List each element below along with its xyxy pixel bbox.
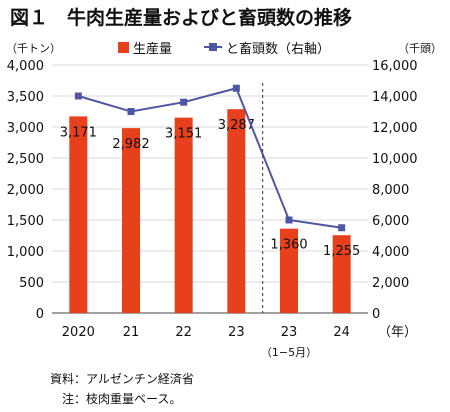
right-tick-label: 14,000 bbox=[372, 90, 418, 105]
left-tick-label: 3,500 bbox=[7, 90, 44, 105]
right-tick-label: 16,000 bbox=[372, 59, 418, 74]
left-tick-label: 3,000 bbox=[7, 121, 44, 136]
production-data-label: 2,982 bbox=[112, 137, 149, 152]
right-axis-ticks: 0 2,000 4,000 6,000 8,000 10,000 12,000 14,000 1… bbox=[372, 59, 418, 322]
x-tick-label: 2020 bbox=[62, 325, 95, 340]
production-data-label: 1,255 bbox=[323, 244, 360, 259]
production-data-label: 1,360 bbox=[270, 238, 307, 253]
slaughter-point bbox=[74, 92, 82, 100]
left-tick-label: 1,500 bbox=[7, 214, 44, 229]
legend-production-label: 生産量 bbox=[133, 41, 172, 57]
right-tick-label: 12,000 bbox=[372, 121, 418, 136]
production-data-label: 3,151 bbox=[165, 127, 202, 142]
slaughter-point bbox=[232, 84, 240, 92]
x-tick-label: 23 bbox=[281, 325, 298, 340]
production-bar bbox=[332, 235, 351, 313]
left-tick-label: 0 bbox=[36, 307, 44, 322]
left-tick-label: 2,000 bbox=[7, 183, 44, 198]
left-tick-label: 4,000 bbox=[7, 59, 44, 74]
left-tick-label: 2,500 bbox=[7, 152, 44, 167]
production-bar bbox=[69, 116, 88, 313]
left-tick-label: 1,000 bbox=[7, 245, 44, 260]
right-tick-label: 6,000 bbox=[372, 214, 409, 229]
x-tick-label: 24 bbox=[333, 325, 350, 340]
slaughter-line-series bbox=[74, 84, 346, 232]
right-tick-label: 4,000 bbox=[372, 245, 409, 260]
slaughter-point bbox=[180, 98, 188, 106]
slaughter-point bbox=[127, 108, 135, 115]
left-axis-ticks: 0 500 1,000 1,500 2,000 2,500 3,000 3,500 4,000 bbox=[7, 59, 44, 322]
slaughter-line bbox=[78, 87, 342, 229]
x-tick-label: 23 bbox=[228, 325, 245, 340]
production-bar bbox=[227, 109, 246, 314]
x-tick-sublabel: （1−5月） bbox=[261, 346, 317, 359]
footnote: 注：枝肉重量ベース。 bbox=[62, 391, 181, 406]
right-tick-label: 2,000 bbox=[372, 276, 409, 291]
x-axis-ticks: 2020 21 22 23 23 （1−5月） 24 bbox=[62, 325, 350, 359]
x-axis-unit: （年） bbox=[378, 325, 417, 340]
source-note: 資料：アルゼンチン経済省 bbox=[50, 371, 194, 386]
production-bars bbox=[69, 109, 351, 314]
legend-slaughter-label: と畜頭数（右軸） bbox=[226, 41, 330, 57]
right-tick-label: 0 bbox=[372, 307, 380, 322]
production-data-label: 3,287 bbox=[218, 118, 255, 133]
chart-title: 図１ 牛肉生産量およびと畜頭数の推移 bbox=[10, 6, 352, 29]
production-data-label: 3,171 bbox=[60, 125, 97, 140]
slaughter-point bbox=[338, 224, 346, 232]
legend-production-swatch bbox=[118, 42, 129, 53]
left-axis-unit: （千トン） bbox=[6, 42, 61, 55]
left-tick-label: 500 bbox=[19, 276, 44, 291]
right-tick-label: 8,000 bbox=[372, 183, 409, 198]
production-bar bbox=[122, 128, 140, 313]
right-axis-unit: （千頭） bbox=[398, 42, 442, 55]
production-data-labels: 3,171 2,982 3,151 3,287 1,360 1,255 bbox=[60, 118, 361, 259]
legend: 生産量 と畜頭数（右軸） bbox=[118, 41, 330, 57]
x-tick-label: 22 bbox=[175, 325, 192, 340]
production-bar bbox=[174, 117, 193, 313]
production-bar bbox=[280, 228, 298, 313]
right-tick-label: 10,000 bbox=[372, 152, 418, 167]
x-tick-label: 21 bbox=[123, 325, 140, 340]
legend-slaughter-marker bbox=[209, 43, 217, 51]
slaughter-point bbox=[285, 216, 293, 224]
